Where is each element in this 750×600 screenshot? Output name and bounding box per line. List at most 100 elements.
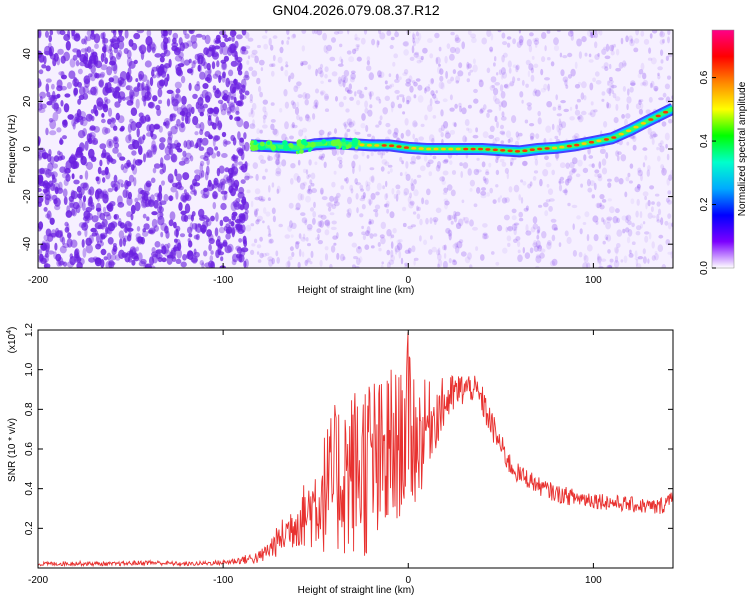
speckle [251,49,258,55]
x-tick-label: -100 [213,275,233,286]
speckle [324,246,329,251]
noise-speck [91,30,95,34]
speckle [254,210,258,218]
speckle [457,70,464,77]
speckle [600,258,607,262]
noise-speck [141,81,145,91]
noise-speck [240,247,249,253]
speckle [536,229,540,234]
speckle [344,131,349,138]
speckle [599,148,606,154]
speckle [245,224,252,232]
noise-speck [127,222,133,227]
speckle [363,30,368,35]
speckle [422,47,428,54]
ridge-core [544,147,550,150]
speckle [461,107,467,115]
speckle [376,182,382,191]
speckle [643,38,650,45]
speckle [274,159,281,165]
noise-speck [179,110,186,116]
noise-speck [178,160,186,166]
speckle [525,59,531,66]
speckle [518,217,524,222]
noise-speck [221,131,227,138]
speckle [462,135,467,143]
speckle [527,70,531,78]
speckle [478,79,484,88]
speckle [396,242,403,251]
speckle [427,104,433,112]
speckle [627,88,630,96]
noise-speck [150,43,157,52]
speckle [301,45,305,52]
noise-speck [137,137,142,147]
speckle [597,255,602,263]
speckle [636,198,640,206]
speckle [310,172,316,180]
speckle [480,190,487,196]
noise-speck [166,89,174,94]
noise-speck [43,234,49,241]
speckle [402,72,408,76]
speckle [647,199,651,207]
speckle [537,110,541,117]
speckle [495,157,499,164]
speckle [578,51,583,59]
speckle [473,203,478,208]
ridge-blob [266,141,271,145]
spectrogram-texture [38,30,673,268]
speckle [625,215,629,220]
speckle [380,152,384,159]
speckle [638,99,642,105]
noise-speck [238,238,243,243]
speckle [447,229,453,237]
noise-speck [88,73,93,78]
speckle [403,191,408,197]
noise-speck [231,155,239,160]
speckle [652,133,658,138]
noise-speck [102,177,106,183]
noise-speck [121,96,126,101]
speckle [539,252,545,259]
speckle [466,78,470,83]
x-tick-label: 100 [585,275,602,286]
speckle [453,210,457,216]
speckle [295,241,300,250]
speckle [302,168,307,174]
ridge-blob [336,139,341,144]
speckle [535,240,541,249]
noise-speck [188,58,192,64]
noise-speck [117,220,123,227]
speckle [483,234,489,240]
noise-speck [206,165,210,176]
speckle [488,162,492,168]
speckle [370,192,376,200]
speckle [404,249,411,254]
speckle [667,30,671,36]
noise-speck [220,102,224,112]
noise-speck [151,46,156,54]
snr-y-label: SNR (10 * v/v) [7,418,18,482]
speckle [626,103,629,111]
speckle [443,158,449,163]
speckle [578,251,583,258]
ridge-core [455,147,461,151]
speckle [597,175,603,182]
noise-speck [229,105,237,113]
speckle [564,230,569,237]
noise-speck [126,196,133,206]
noise-speck [163,30,168,34]
noise-speck [111,30,116,34]
speckle [386,249,391,256]
speckle [502,247,508,254]
speckle [469,69,474,73]
speckle [572,250,578,257]
speckle [575,104,578,110]
speckle [515,236,521,241]
speckle [649,134,654,140]
speckle [410,178,414,185]
speckle [667,75,671,80]
speckle [597,173,602,179]
noise-speck [86,46,92,53]
